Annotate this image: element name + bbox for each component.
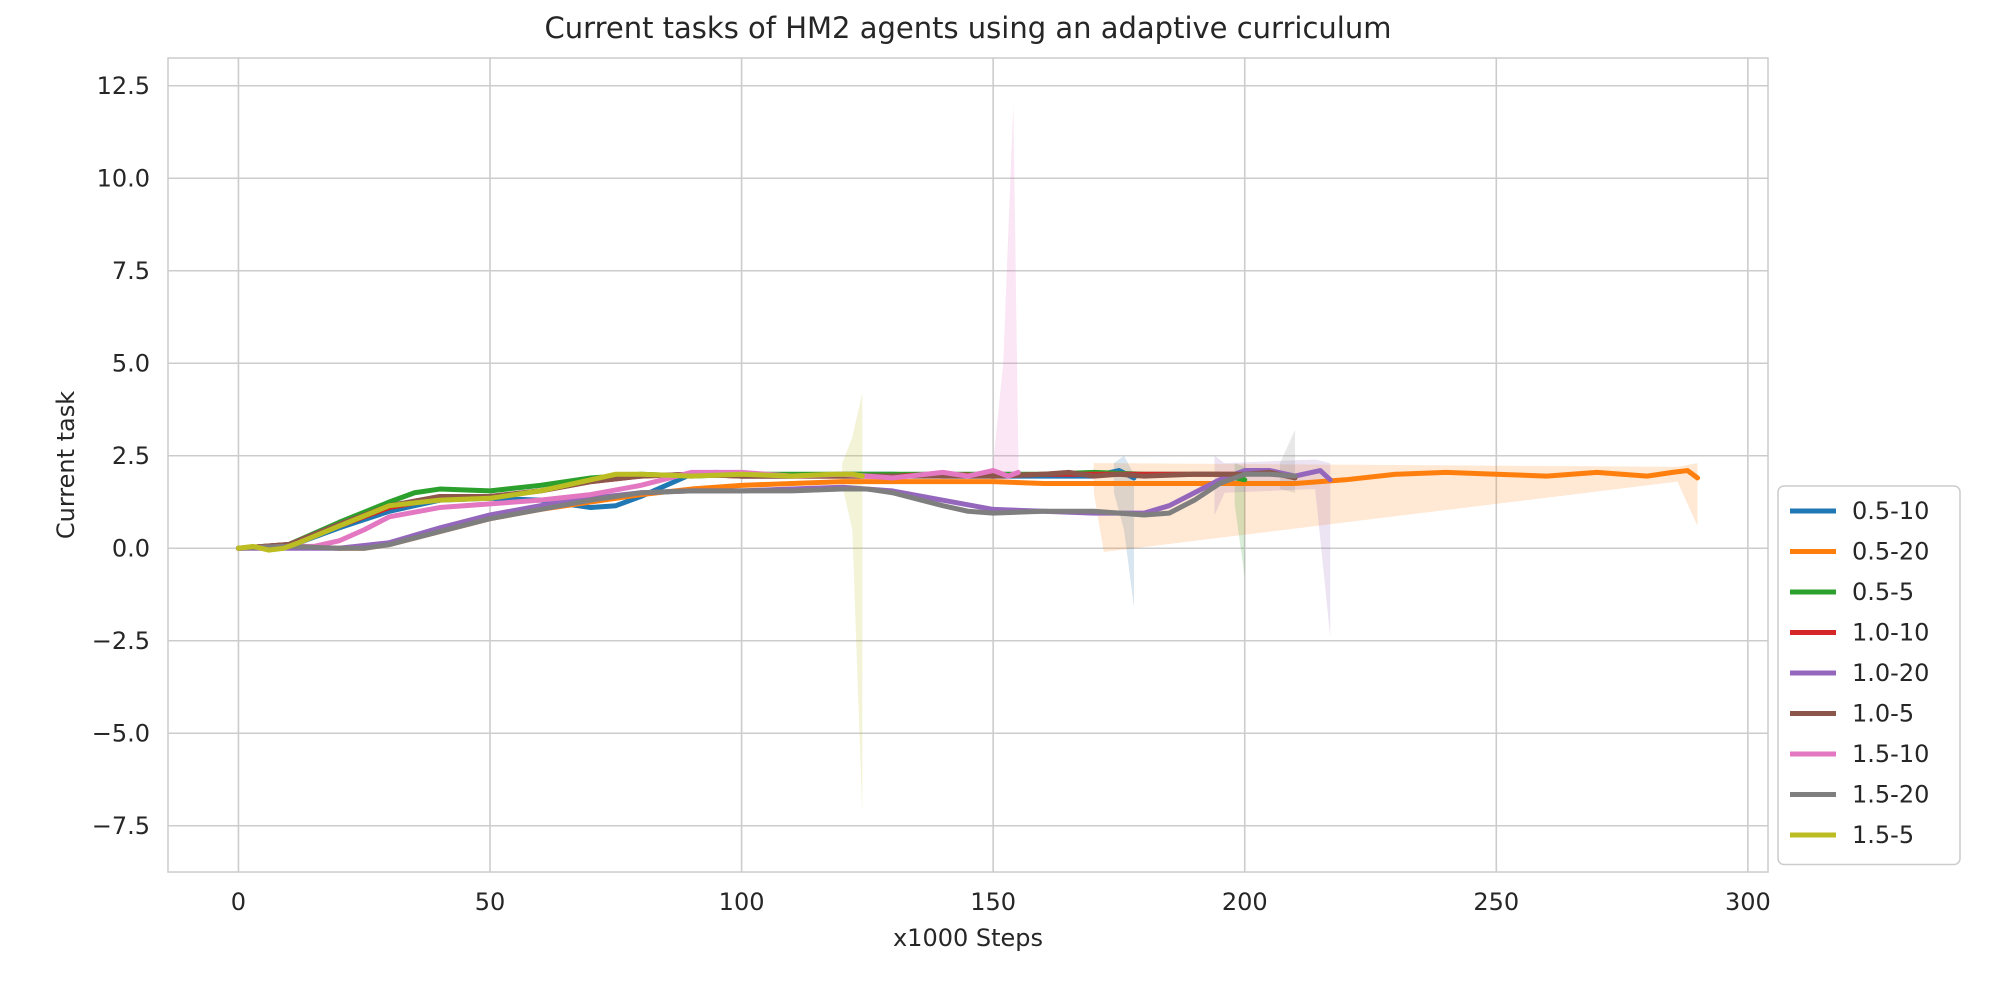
- legend-label: 1.0-5: [1852, 700, 1914, 728]
- y-tick-label: 12.5: [97, 72, 150, 100]
- x-axis-title: x1000 Steps: [893, 924, 1043, 952]
- legend-label: 1.0-20: [1852, 659, 1929, 687]
- legend-label: 0.5-5: [1852, 578, 1914, 606]
- plot-frame: [167, 57, 1769, 873]
- series-line-1.5-10: [235, 468, 1021, 551]
- series-line-1.5-20: [235, 471, 1298, 551]
- x-tick-label: 250: [1473, 888, 1519, 916]
- x-tick-label: 50: [475, 888, 506, 916]
- legend: 0.5-10 0.5-20 0.5-5 1.0-10 1.0-20 1.0-5 1.5-10…: [1777, 485, 1961, 866]
- x-tick-label: 200: [1222, 888, 1268, 916]
- y-tick-label: −5.0: [92, 719, 150, 747]
- y-tick-label: 10.0: [97, 164, 150, 192]
- y-tick-label: 0.0: [112, 534, 150, 562]
- y-tick-label: 2.5: [112, 442, 150, 470]
- series-band-1.5-5: [842, 392, 863, 815]
- legend-label: 1.0-10: [1852, 619, 1929, 647]
- series-line-1.5-5: [235, 471, 865, 553]
- axis-ticks: 0 50 100 150 200 250 300 −7.5 −5.0 −2.5 0.0 2.5 5.0 7…: [92, 72, 1771, 916]
- x-tick-label: 0: [231, 888, 246, 916]
- series-band-1.5-10: [993, 104, 1019, 482]
- x-tick-label: 150: [970, 888, 1016, 916]
- series-band-0.5-5: [1234, 463, 1245, 578]
- legend-label: 0.5-20: [1852, 538, 1929, 566]
- x-tick-label: 300: [1725, 888, 1771, 916]
- chart-title: Current tasks of HM2 agents using an ada…: [545, 11, 1392, 45]
- legend-label: 1.5-5: [1852, 821, 1914, 849]
- legend-label: 0.5-10: [1852, 497, 1929, 525]
- series-band-0.5-10: [1113, 455, 1135, 608]
- y-axis-title: Current task: [52, 391, 80, 539]
- x-tick-label: 100: [719, 888, 765, 916]
- grid-lines: [168, 58, 1768, 872]
- y-tick-label: −2.5: [92, 627, 150, 655]
- legend-label: 1.5-20: [1852, 781, 1929, 809]
- legend-box: [1777, 485, 1961, 866]
- y-tick-label: 7.5: [112, 257, 150, 285]
- legend-label: 1.5-10: [1852, 740, 1929, 768]
- y-tick-label: −7.5: [92, 812, 150, 840]
- series-lines: [235, 468, 1701, 553]
- y-tick-label: 5.0: [112, 349, 150, 377]
